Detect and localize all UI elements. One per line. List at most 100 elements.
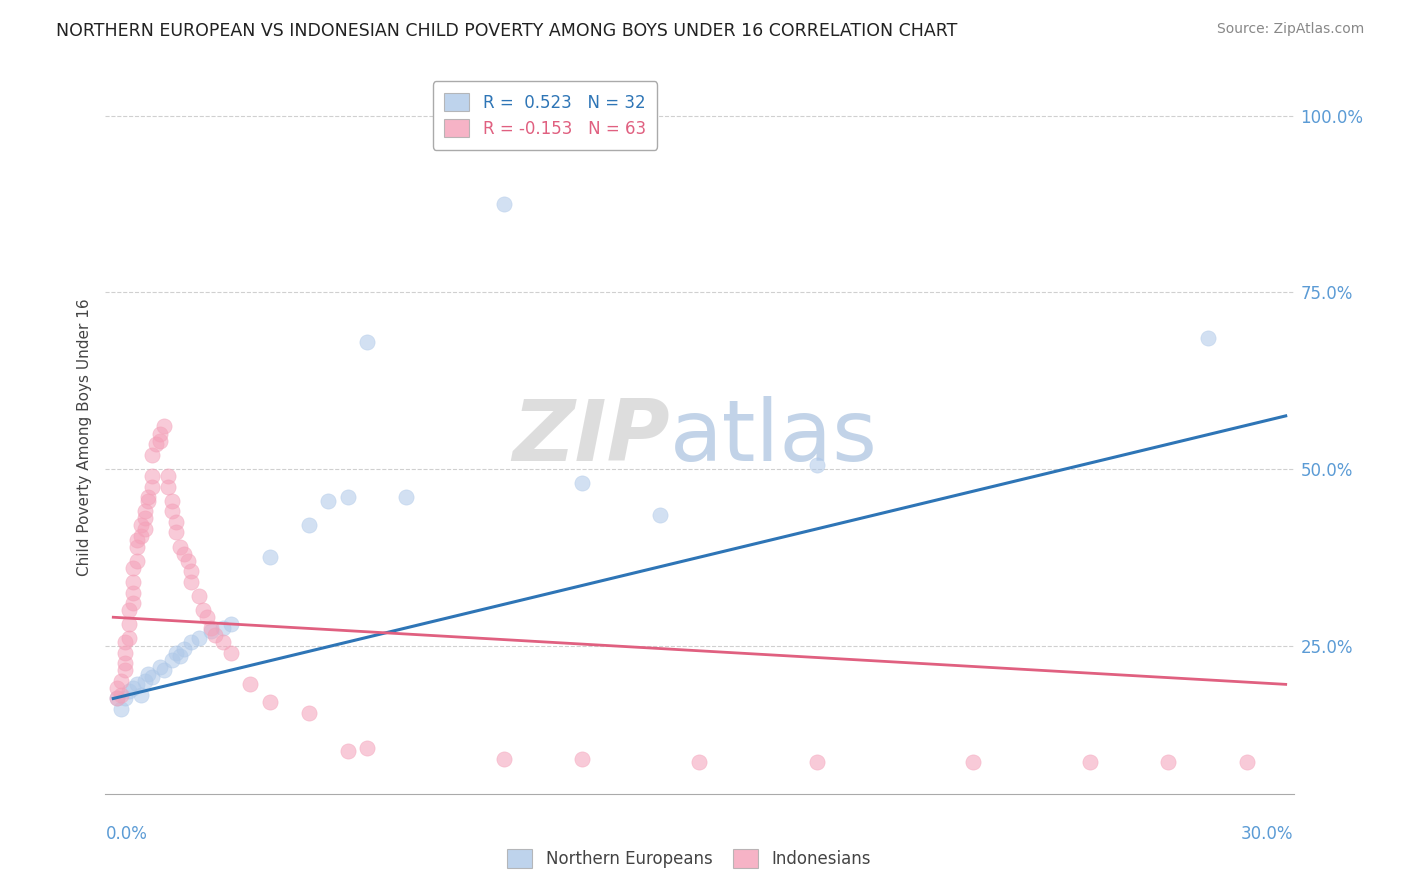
Point: [356, 334, 378, 349]
Point: [156, 479, 179, 493]
Text: NORTHERN EUROPEAN VS INDONESIAN CHILD POVERTY AMONG BOYS UNDER 16 CORRELATION CH: NORTHERN EUROPEAN VS INDONESIAN CHILD PO…: [56, 22, 957, 40]
Point: [125, 533, 148, 547]
Point: [211, 621, 233, 635]
Point: [121, 585, 143, 599]
Point: [114, 646, 136, 660]
Point: [165, 646, 187, 660]
Point: [571, 475, 593, 490]
Legend: Northern Europeans, Indonesians: Northern Europeans, Indonesians: [501, 843, 877, 875]
Legend: R =  0.523   N = 32, R = -0.153   N = 63: R = 0.523 N = 32, R = -0.153 N = 63: [433, 81, 658, 150]
Point: [134, 673, 156, 688]
Point: [125, 540, 148, 554]
Point: [160, 653, 183, 667]
Point: [105, 691, 128, 706]
Text: 0.0%: 0.0%: [105, 825, 148, 843]
Point: [145, 437, 167, 451]
Point: [156, 469, 179, 483]
Text: Source: ZipAtlas.com: Source: ZipAtlas.com: [1216, 22, 1364, 37]
Point: [259, 695, 281, 709]
Point: [121, 596, 143, 610]
Point: [188, 589, 211, 603]
Point: [121, 561, 143, 575]
Point: [149, 434, 172, 448]
Point: [219, 617, 242, 632]
Point: [165, 525, 187, 540]
Point: [114, 663, 136, 677]
Point: [211, 635, 233, 649]
Point: [336, 490, 359, 504]
Point: [188, 632, 211, 646]
Point: [806, 755, 828, 769]
Point: [141, 469, 163, 483]
Point: [336, 744, 359, 758]
Point: [110, 673, 132, 688]
Point: [494, 751, 516, 765]
Point: [298, 518, 321, 533]
Point: [169, 540, 191, 554]
Point: [1078, 755, 1101, 769]
Point: [259, 550, 281, 565]
Point: [298, 706, 321, 720]
Point: [118, 684, 141, 698]
Point: [1197, 331, 1219, 345]
Text: ZIP: ZIP: [512, 395, 669, 479]
Point: [138, 493, 160, 508]
Point: [125, 554, 148, 568]
Point: [176, 554, 198, 568]
Point: [395, 490, 418, 504]
Point: [118, 603, 141, 617]
Point: [200, 624, 222, 639]
Point: [165, 515, 187, 529]
Point: [110, 702, 132, 716]
Point: [180, 564, 202, 578]
Point: [134, 522, 156, 536]
Point: [191, 603, 214, 617]
Point: [129, 529, 152, 543]
Point: [180, 574, 202, 589]
Point: [169, 649, 191, 664]
Point: [134, 511, 156, 525]
Text: 30.0%: 30.0%: [1241, 825, 1294, 843]
Point: [138, 666, 160, 681]
Point: [571, 751, 593, 765]
Point: [149, 426, 172, 441]
Point: [160, 504, 183, 518]
Point: [114, 691, 136, 706]
Point: [239, 677, 262, 691]
Point: [1157, 755, 1180, 769]
Point: [141, 670, 163, 684]
Text: atlas: atlas: [669, 395, 877, 479]
Point: [118, 632, 141, 646]
Point: [129, 688, 152, 702]
Point: [129, 518, 152, 533]
Point: [650, 508, 672, 522]
Point: [134, 504, 156, 518]
Point: [121, 574, 143, 589]
Point: [356, 741, 378, 756]
Point: [138, 490, 160, 504]
Point: [806, 458, 828, 473]
Point: [195, 610, 218, 624]
Point: [125, 677, 148, 691]
Point: [1236, 755, 1258, 769]
Point: [160, 493, 183, 508]
Point: [118, 617, 141, 632]
Point: [114, 635, 136, 649]
Point: [494, 197, 516, 211]
Point: [110, 688, 132, 702]
Point: [200, 621, 222, 635]
Y-axis label: Child Poverty Among Boys Under 16: Child Poverty Among Boys Under 16: [76, 298, 91, 576]
Point: [204, 628, 226, 642]
Point: [180, 635, 202, 649]
Point: [962, 755, 984, 769]
Point: [316, 493, 339, 508]
Point: [153, 419, 176, 434]
Point: [105, 681, 128, 695]
Point: [121, 681, 143, 695]
Point: [141, 448, 163, 462]
Point: [219, 646, 242, 660]
Point: [105, 691, 128, 706]
Point: [689, 755, 711, 769]
Point: [173, 642, 195, 657]
Point: [114, 656, 136, 670]
